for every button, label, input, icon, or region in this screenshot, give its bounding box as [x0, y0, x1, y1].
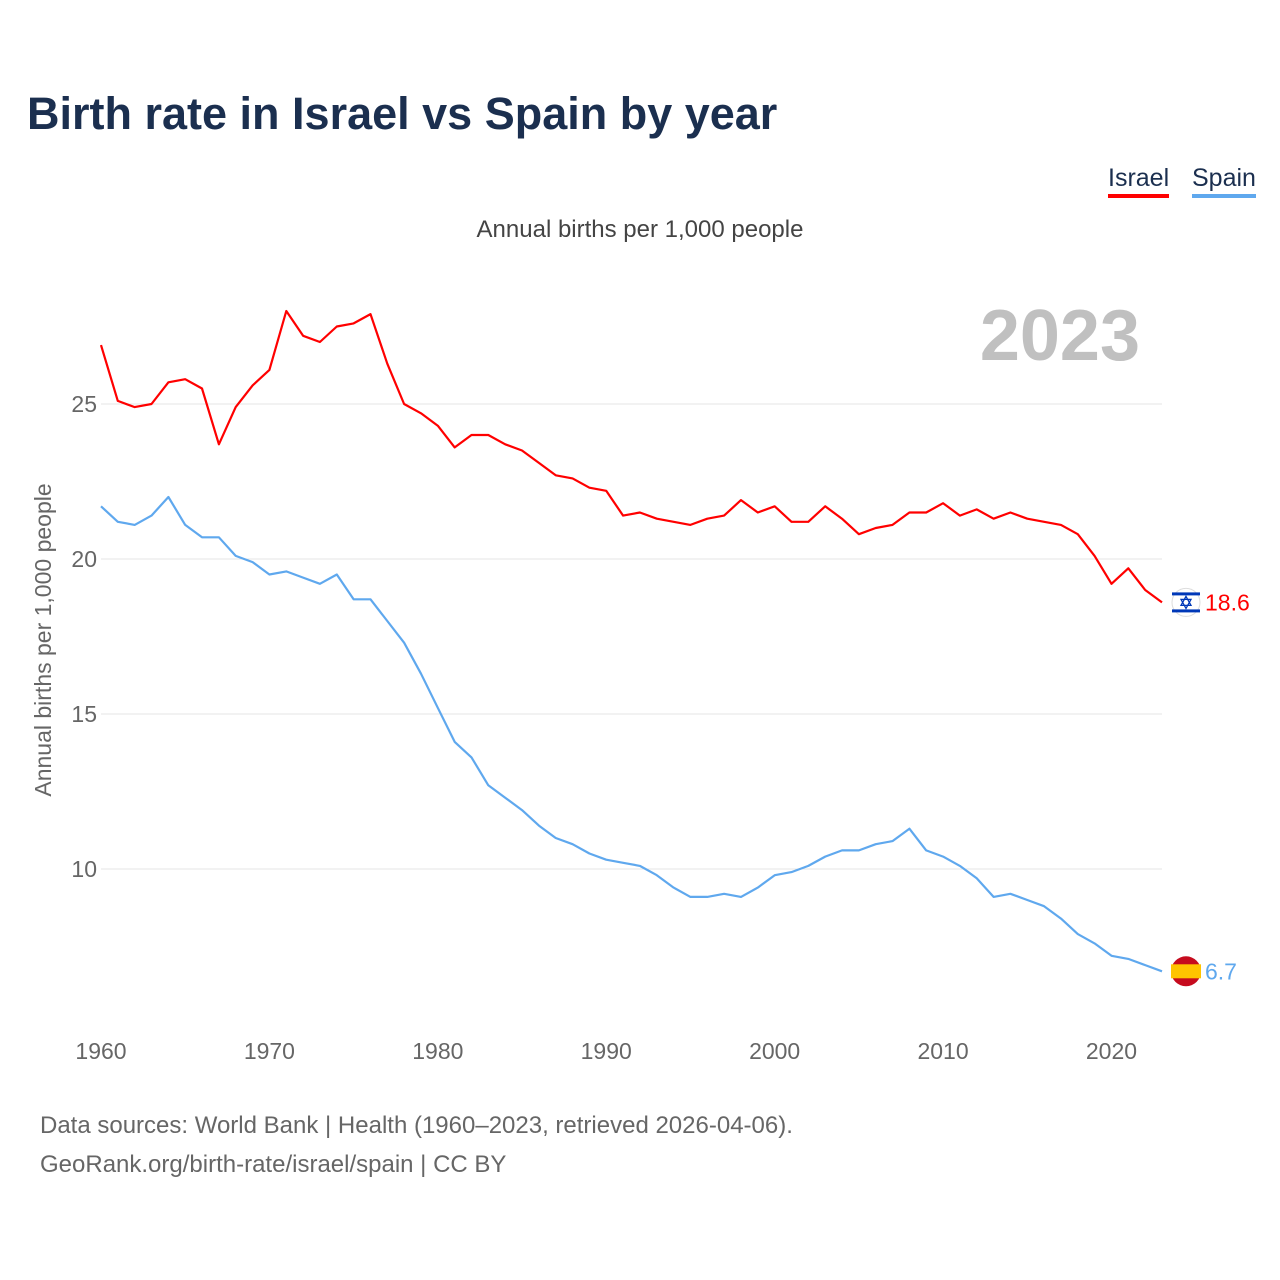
flag-stripe	[1172, 609, 1200, 613]
y-tick-label: 10	[71, 856, 97, 882]
chart-title: Birth rate in Israel vs Spain by year	[27, 88, 778, 139]
star-icon	[1179, 595, 1193, 607]
x-tick-label: 2020	[1086, 1038, 1137, 1064]
flag-spain-icon	[1171, 956, 1201, 987]
end-value-label-israel: 18.6	[1205, 589, 1250, 615]
footer: Data sources: World Bank | Health (1960–…	[40, 1106, 793, 1184]
x-tick-label: 2000	[749, 1038, 800, 1064]
flag-stripe	[1171, 964, 1201, 979]
y-axis-label: Annual births per 1,000 people	[30, 483, 56, 796]
chart-subtitle: Annual births per 1,000 people	[476, 216, 804, 243]
end-value-label-spain: 6.7	[1205, 958, 1237, 984]
x-tick-label: 1990	[581, 1038, 632, 1064]
star-icon	[1179, 598, 1193, 610]
legend-item-israel[interactable]: Israel	[1108, 164, 1170, 198]
y-tick-label: 15	[71, 701, 97, 727]
data-source-text: Data sources: World Bank | Health (1960–…	[40, 1112, 793, 1139]
y-tick-label: 20	[71, 546, 97, 572]
series-line-israel	[99, 309, 1163, 604]
x-tick-label: 1980	[412, 1038, 463, 1064]
legend-item-spain[interactable]: Spain	[1192, 164, 1256, 198]
x-tick-label: 1960	[75, 1038, 126, 1064]
year-watermark: 2023	[980, 296, 1140, 376]
x-tick-label: 2010	[917, 1038, 968, 1064]
line-chart: 2023 10 15 20 25 1960 1970 1980 1990 2000 2010 20…	[30, 296, 1250, 1064]
flag-stripe	[1172, 592, 1200, 596]
flag-israel-icon	[1171, 587, 1201, 617]
attribution-link[interactable]: GeoRank.org/birth-rate/israel/spain | CC…	[40, 1151, 507, 1178]
y-tick-label: 25	[71, 391, 97, 417]
x-tick-label: 1970	[244, 1038, 295, 1064]
series-line-spain	[100, 495, 1163, 973]
